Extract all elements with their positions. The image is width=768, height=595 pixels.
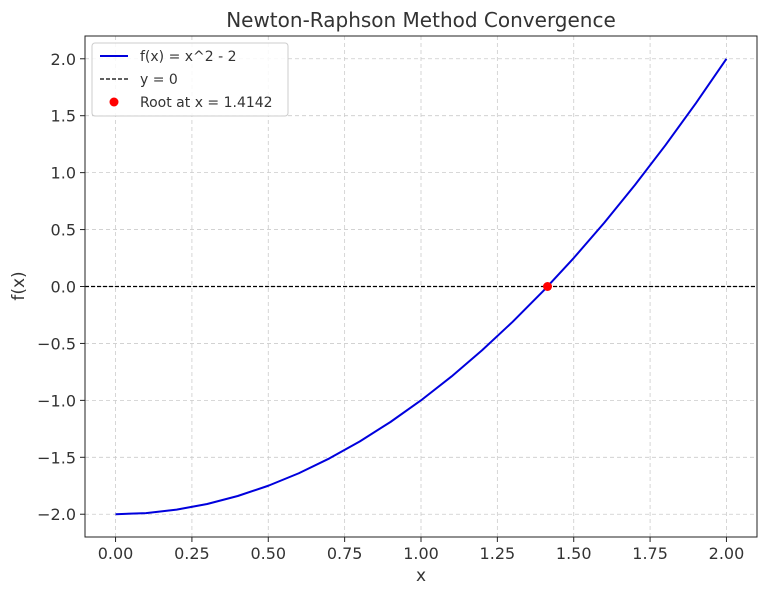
y-tick-label: −0.5 [37, 334, 76, 353]
legend-label-zero-line: y = 0 [140, 72, 178, 88]
function-curve [115, 58, 728, 516]
y-tick-label: 0.0 [51, 278, 76, 297]
y-tick-label: −2.0 [37, 505, 76, 524]
y-tick-label: 2.0 [51, 50, 76, 69]
x-tick-label: 0.00 [98, 544, 134, 563]
y-axis-label: f(x) [9, 271, 29, 300]
chart-title: Newton-Raphson Method Convergence [226, 8, 616, 32]
legend-label-curve: f(x) = x^2 - 2 [140, 49, 237, 65]
x-tick-label: 0.50 [250, 544, 286, 563]
x-tick-label: 1.50 [556, 544, 592, 563]
y-tick-label: −1.5 [37, 448, 76, 467]
y-tick-label: 1.5 [51, 107, 76, 126]
y-tick-label: 0.5 [51, 221, 76, 240]
legend-label-root: Root at x = 1.4142 [140, 95, 273, 111]
y-ticks: −2.0 −1.5 −1.0 −0.5 0.0 0.5 1.0 1.5 2.0 [37, 50, 85, 524]
y-tick-label: −1.0 [37, 391, 76, 410]
x-tick-label: 1.75 [632, 544, 668, 563]
x-ticks: 0.00 0.25 0.50 0.75 1.00 1.25 1.50 1.75 2.00 [98, 537, 745, 563]
legend-box [91, 42, 289, 117]
x-tick-label: 2.00 [709, 544, 745, 563]
legend-swatch-root [109, 97, 119, 107]
x-tick-label: 1.25 [480, 544, 516, 563]
x-tick-label: 1.00 [403, 544, 439, 563]
x-tick-label: 0.25 [174, 544, 210, 563]
legend: f(x) = x^2 - 2 y = 0 Root at x = 1.4142 [91, 42, 289, 117]
x-axis-label: x [416, 566, 426, 586]
root-point [543, 282, 553, 291]
y-tick-label: 1.0 [51, 164, 76, 183]
series-layer [85, 58, 757, 516]
x-tick-label: 0.75 [327, 544, 363, 563]
